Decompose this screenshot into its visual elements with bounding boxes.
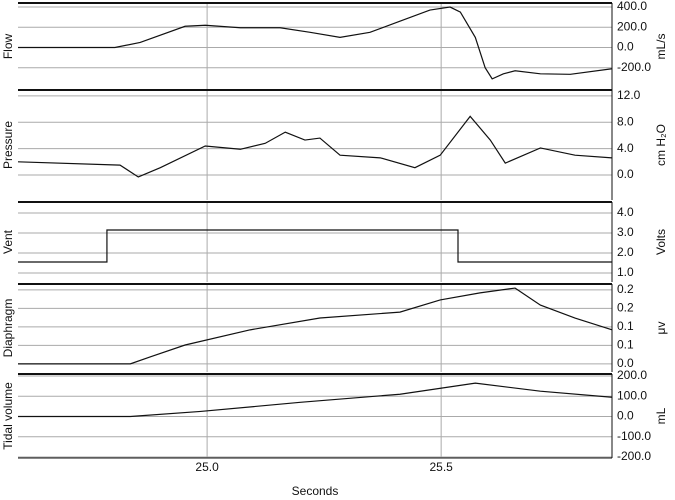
x-tick-label: 25.0: [195, 460, 219, 474]
y-tick-label: 8.0: [617, 114, 634, 128]
unit-label: cm H₂O: [654, 124, 668, 166]
y-tick-label: 0.2: [617, 301, 634, 315]
x-axis-label: Seconds: [292, 484, 339, 498]
y-tick-label: 200.0: [617, 19, 647, 33]
y-tick-label: 4.0: [617, 141, 634, 155]
y-tick-label: 400.0: [617, 0, 647, 13]
y-tick-label: -100.0: [617, 429, 651, 443]
y-tick-label: 0.1: [617, 319, 634, 333]
trace: [18, 229, 612, 263]
unit-label: mL: [654, 407, 668, 424]
y-axis-label: Diaphragm: [1, 299, 15, 358]
y-tick-label: 2.0: [617, 245, 634, 259]
trace: [18, 6, 613, 80]
y-tick-label: 0.0: [617, 409, 634, 423]
y-tick-label: 0.0: [617, 167, 634, 181]
y-tick-label: 0.2: [617, 282, 634, 296]
y-axis-label: Pressure: [1, 121, 15, 169]
unit-label: mL/s: [654, 33, 668, 59]
y-tick-label: 0.0: [617, 356, 634, 370]
y-tick-label: 3.0: [617, 225, 634, 239]
trace: [17, 115, 613, 178]
y-tick-label: 0.1: [617, 338, 634, 352]
y-tick-label: -200.0: [617, 60, 651, 74]
y-tick-label: 100.0: [617, 388, 647, 402]
y-tick-label: 12.0: [617, 88, 641, 102]
y-tick-label: 1.0: [617, 265, 634, 279]
y-axis-label: Vent: [1, 229, 15, 254]
trace: [18, 287, 613, 365]
y-tick-label: 4.0: [617, 205, 634, 219]
y-tick-label: 200.0: [617, 368, 647, 382]
unit-label: μv: [654, 322, 668, 335]
trace: [18, 382, 613, 418]
unit-label: Volts: [654, 229, 668, 255]
y-axis-label: Tidal volume: [1, 382, 15, 450]
y-tick-label: 0.0: [617, 40, 634, 54]
x-tick-label: 25.5: [429, 460, 453, 474]
y-tick-label: -200.0: [617, 449, 651, 463]
y-axis-label: Flow: [1, 34, 15, 60]
